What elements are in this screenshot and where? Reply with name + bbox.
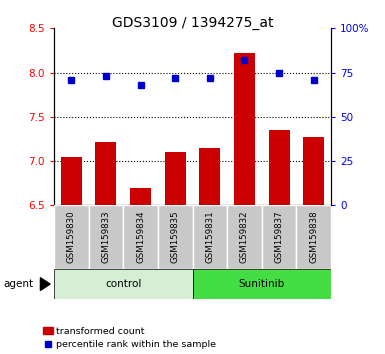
Text: GDS3109 / 1394275_at: GDS3109 / 1394275_at xyxy=(112,16,273,30)
Bar xyxy=(234,53,255,205)
Bar xyxy=(123,205,158,269)
Bar xyxy=(192,205,227,269)
Bar xyxy=(89,205,123,269)
Text: GSM159833: GSM159833 xyxy=(101,211,110,263)
Text: control: control xyxy=(105,279,141,289)
Bar xyxy=(199,148,220,205)
Bar xyxy=(54,269,192,299)
Bar xyxy=(262,205,296,269)
Polygon shape xyxy=(40,278,50,290)
Bar xyxy=(158,205,192,269)
Text: agent: agent xyxy=(4,279,34,289)
Bar xyxy=(130,188,151,205)
Text: GSM159835: GSM159835 xyxy=(171,211,180,263)
Bar xyxy=(165,152,186,205)
Bar xyxy=(227,205,262,269)
Text: GSM159832: GSM159832 xyxy=(240,211,249,263)
Text: GSM159830: GSM159830 xyxy=(67,211,76,263)
Text: GSM159834: GSM159834 xyxy=(136,211,145,263)
Bar xyxy=(95,142,116,205)
Bar xyxy=(269,130,290,205)
Text: GSM159831: GSM159831 xyxy=(205,211,214,263)
Bar xyxy=(296,205,331,269)
Text: Sunitinib: Sunitinib xyxy=(239,279,285,289)
Bar xyxy=(303,137,324,205)
Text: GSM159837: GSM159837 xyxy=(275,211,284,263)
Bar xyxy=(54,205,89,269)
Text: GSM159838: GSM159838 xyxy=(309,211,318,263)
Legend: transformed count, percentile rank within the sample: transformed count, percentile rank withi… xyxy=(43,326,216,349)
Bar xyxy=(192,269,331,299)
Bar xyxy=(61,157,82,205)
